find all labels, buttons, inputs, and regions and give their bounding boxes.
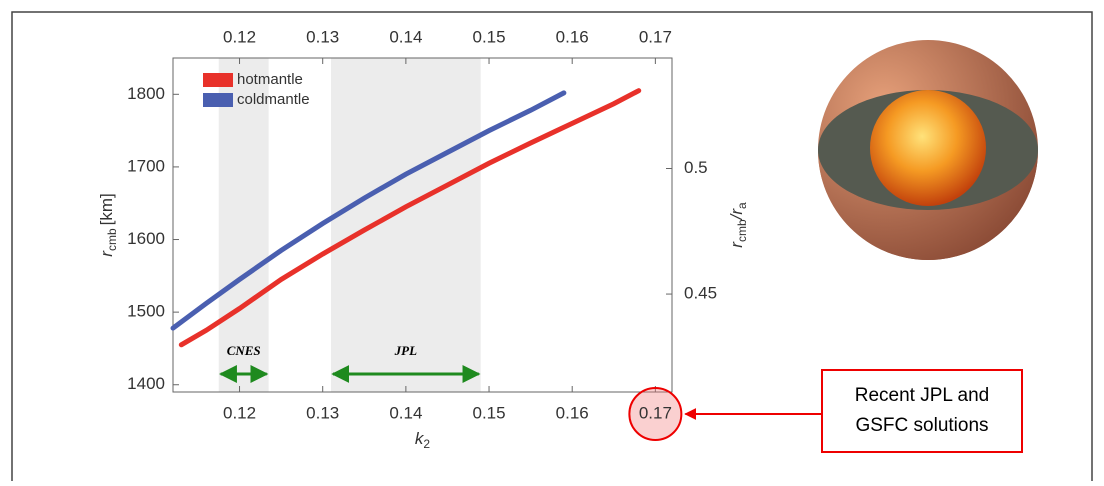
label-part: [km] [97,193,116,225]
y-tick-label: 1600 [127,229,165,248]
band-label: JPL [394,343,417,358]
series-line [170,90,567,331]
legend-swatch [203,73,233,87]
x-tick-label-top: 0.14 [389,27,422,46]
x-tick-label-top: 0.12 [223,27,256,46]
legend-label: hotmantle [237,71,303,88]
label-part: r [97,250,116,257]
x-tick-label: 0.13 [306,403,339,422]
label-part: k [415,429,425,448]
x-tick-label: 0.12 [223,403,256,422]
callout-box [821,369,1023,453]
highlight-circle [628,387,683,441]
y2-axis-label: rcmb/ra [727,202,749,248]
shaded-band [331,58,481,392]
series-line [178,88,642,348]
y-tick-label: 1700 [127,156,165,175]
callout-text: Recent JPL and [855,385,990,406]
y-axis-label: rcmb [km] [97,193,119,256]
label-part: 2 [423,437,430,451]
planet [818,40,1038,260]
x-tick-label-top: 0.17 [639,27,672,46]
y-tick-label: 1800 [127,84,165,103]
label-part: cmb [105,228,119,251]
callout-text: GSFC solutions [855,415,988,436]
y-tick-label: 1500 [127,302,165,321]
x-tick-label: 0.17 [639,403,672,422]
x-tick-label: 0.14 [389,403,422,422]
x-tick-label-top: 0.16 [556,27,589,46]
legend-swatch [203,93,233,107]
label-part: r [727,241,746,248]
y-tick-label: 1400 [127,374,165,393]
y2-tick-label: 0.5 [684,158,708,177]
band-label: CNES [227,343,261,358]
label-part: cmb [735,219,749,242]
label-part: a [735,202,749,209]
x-axis-label: k2 [415,429,431,451]
x-tick-label-top: 0.15 [472,27,505,46]
y2-tick-label: 0.45 [684,284,717,303]
label-part: /r [727,208,746,221]
shaded-band [218,58,269,392]
x-tick-label: 0.16 [556,403,589,422]
plot-frame [172,57,673,393]
x-tick-label: 0.15 [472,403,505,422]
legend-label: coldmantle [237,91,310,108]
x-tick-label-top: 0.13 [306,27,339,46]
